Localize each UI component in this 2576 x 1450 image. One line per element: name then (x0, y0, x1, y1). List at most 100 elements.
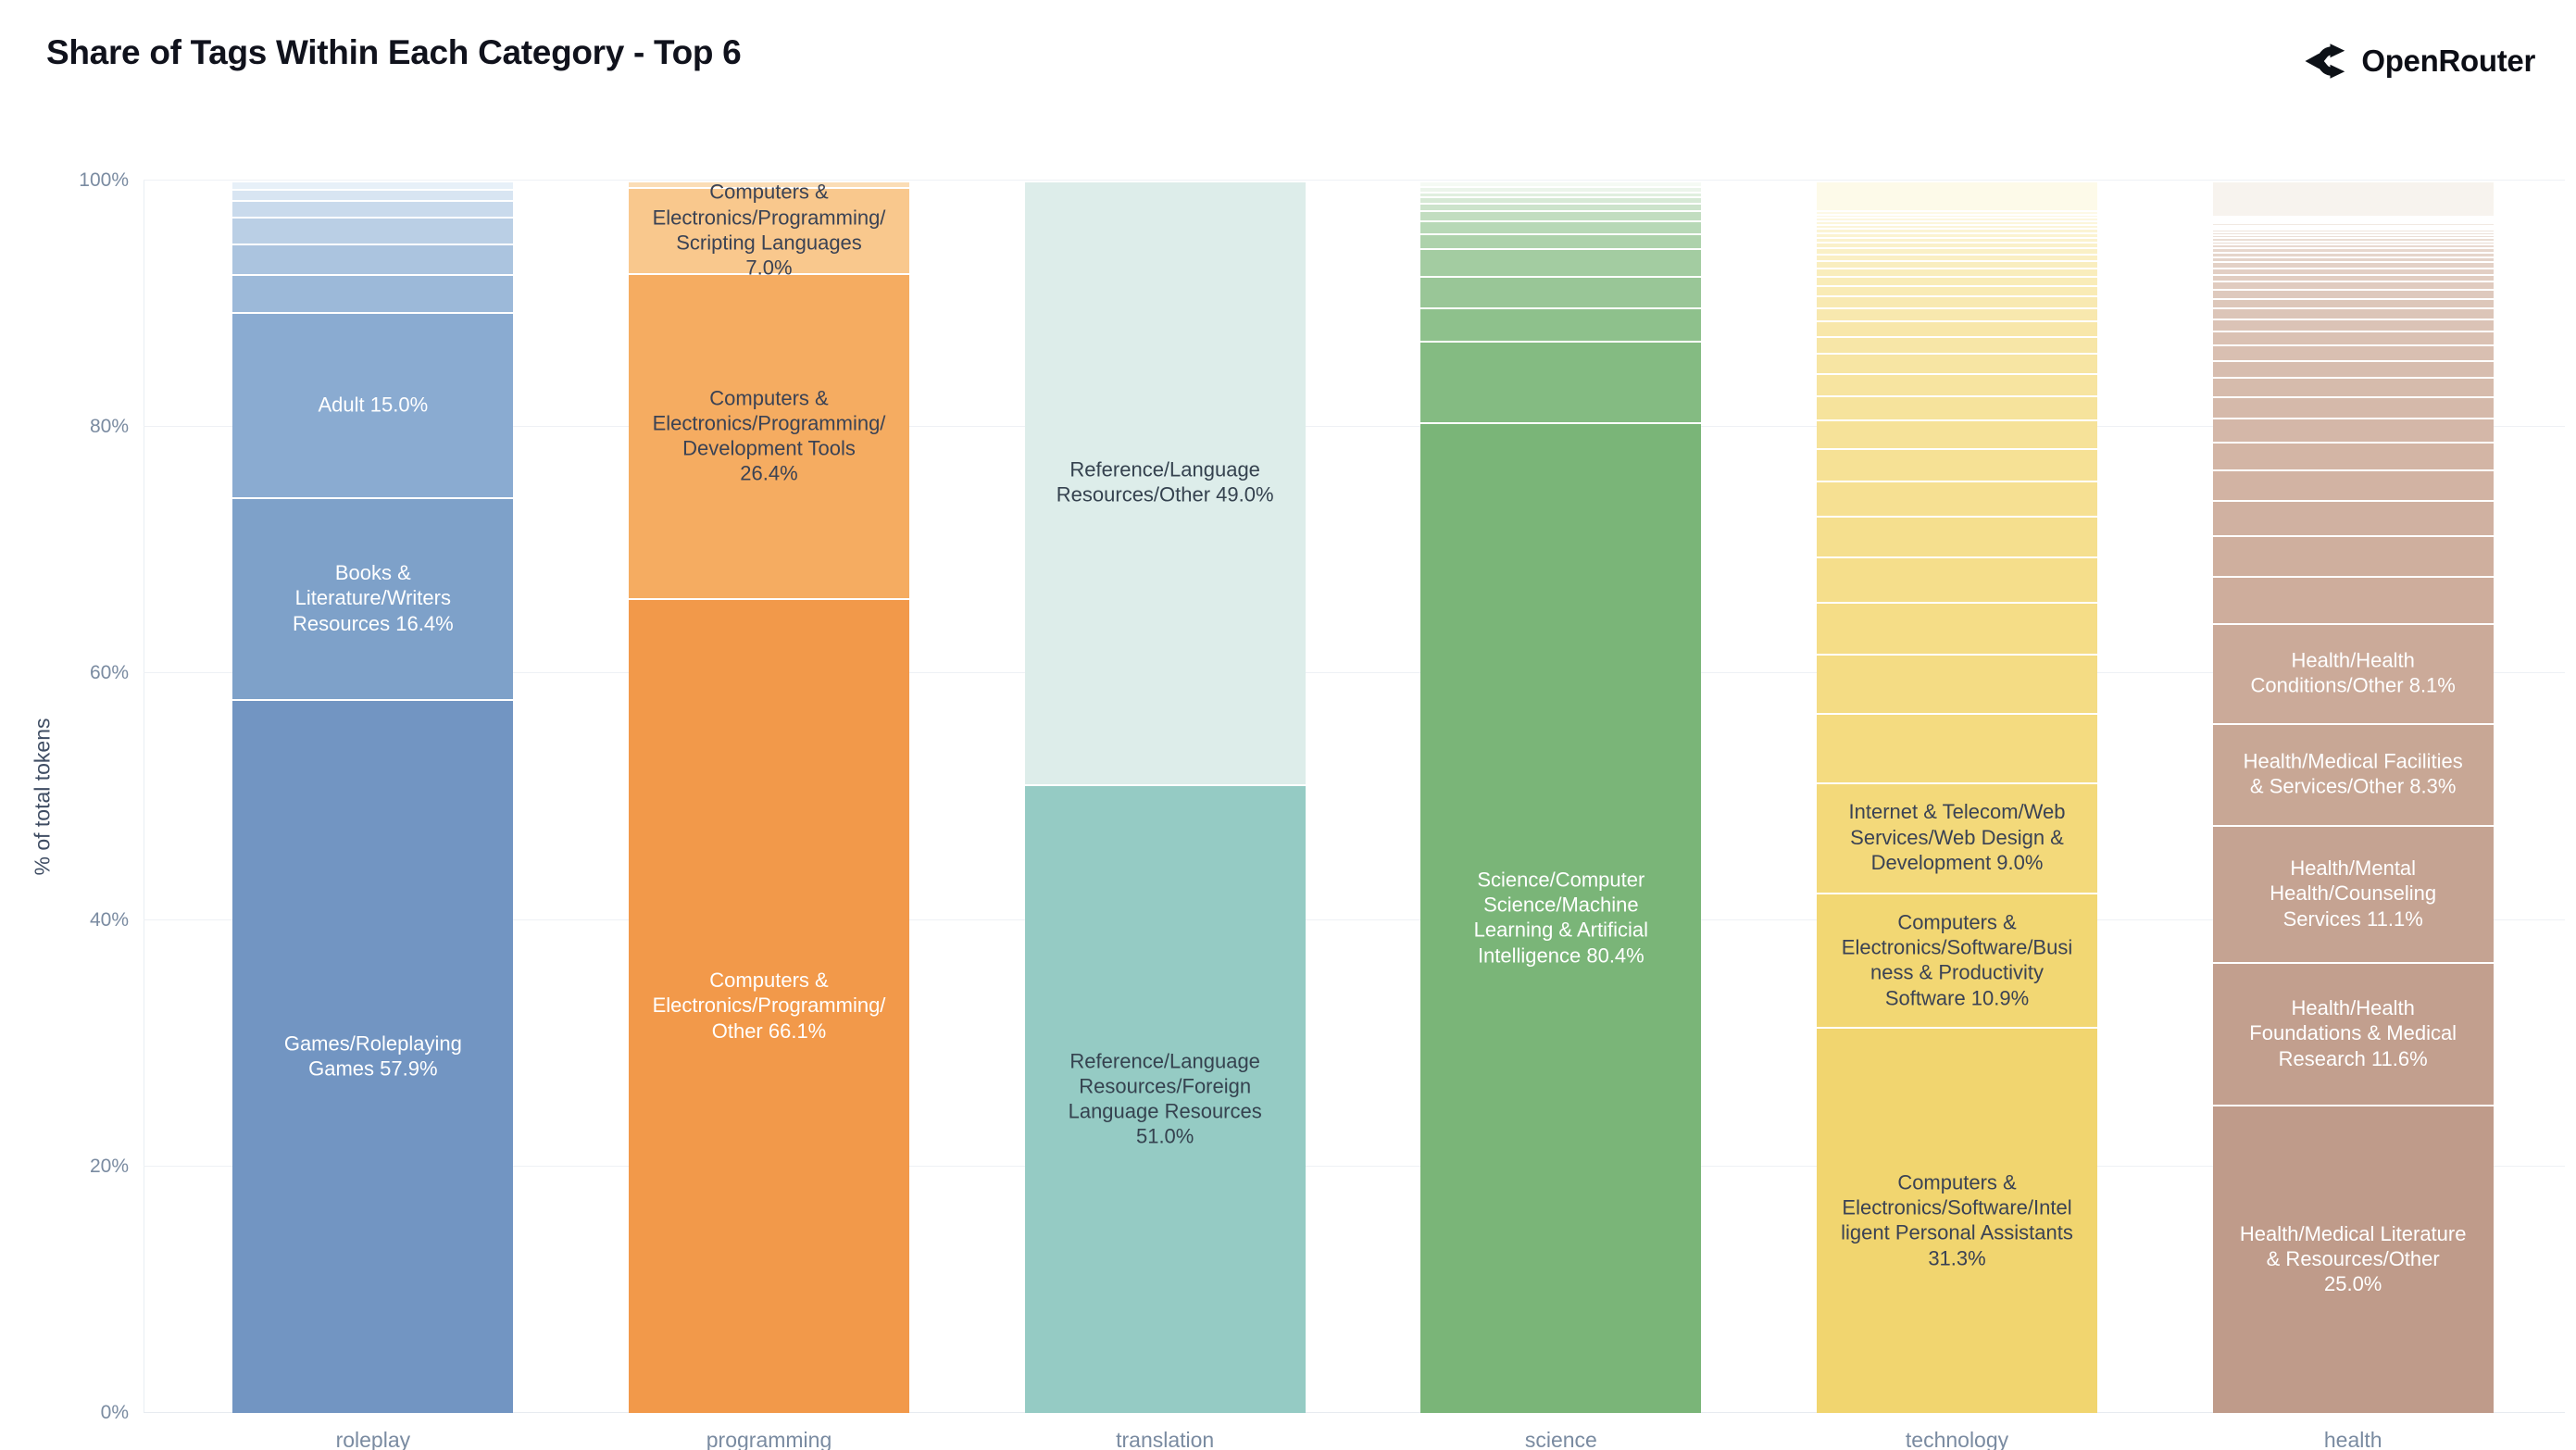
bar-segment-other[interactable] (2212, 219, 2494, 221)
bar-segment-other[interactable] (2212, 261, 2494, 268)
bar-segment-other[interactable] (1817, 654, 2098, 714)
bar-segment[interactable]: Health/Mental Health/Counseling Services… (2212, 825, 2494, 962)
openrouter-logo[interactable]: OpenRouter (2304, 39, 2535, 83)
bar-segment[interactable]: Health/Medical Literature & Resources/Ot… (2212, 1105, 2494, 1413)
bar-segment-other[interactable] (1817, 294, 2098, 307)
bar-segment-other[interactable] (2212, 297, 2494, 308)
bar-segment[interactable]: Books & Literature/Writers Resources 16.… (232, 497, 514, 700)
bar-segment-other[interactable] (2212, 418, 2494, 443)
bar-segment-other[interactable] (2212, 344, 2494, 360)
bar-segment-other[interactable] (2212, 231, 2494, 234)
bar-segment-other[interactable] (1817, 181, 2098, 211)
bar-segment-other[interactable] (1817, 217, 2098, 220)
bar-segment[interactable]: Computers & Electronics/Programming/Othe… (629, 598, 909, 1413)
bar-segment-other[interactable] (1420, 203, 1702, 210)
bar-segment-other[interactable] (1420, 192, 1702, 197)
bar-segment-other[interactable] (2212, 273, 2494, 281)
bar-segment-other[interactable] (1817, 223, 2098, 229)
bar-segment[interactable]: Adult 15.0% (232, 312, 514, 498)
bar-segment[interactable]: Computers & Electronics/Programming/Deve… (629, 272, 909, 599)
bar-segment[interactable]: Health/Medical Facilities & Services/Oth… (2212, 722, 2494, 826)
bar-segment-other[interactable] (2212, 222, 2494, 225)
bar-segment-other[interactable] (2212, 229, 2494, 232)
bar-segment-other[interactable] (1817, 713, 2098, 782)
bar-segment-other[interactable] (232, 243, 514, 275)
bar-segment-other[interactable] (2212, 240, 2494, 244)
bar-segment[interactable]: Reference/Language Resources/Other 49.0% (1024, 181, 1306, 785)
bar-segment-other[interactable] (1817, 231, 2098, 237)
bar-segment-other[interactable] (2212, 576, 2494, 623)
bar-segment-other[interactable] (2212, 469, 2494, 500)
bar-segment-other[interactable] (2212, 224, 2494, 227)
bar-segment-other[interactable] (1817, 253, 2098, 261)
bar-segment-other[interactable] (1817, 228, 2098, 232)
bar-segment-other[interactable] (2212, 256, 2494, 262)
bar-segment-other[interactable] (1817, 242, 2098, 248)
bar-segment-other[interactable] (1817, 480, 2098, 517)
bar-segment-other[interactable] (1817, 213, 2098, 218)
bar-segment-other[interactable] (232, 200, 514, 217)
bar-segment-other[interactable] (232, 189, 514, 201)
bar-segment-other[interactable] (1817, 268, 2098, 276)
bar-segment[interactable]: Computers & Electronics/Programming/Scri… (629, 181, 909, 280)
bar-segment[interactable]: Computers & Electronics/Software/Busines… (1817, 893, 2098, 1028)
bar-segment-other[interactable] (1817, 419, 2098, 448)
bar-segment-other[interactable] (2212, 377, 2494, 396)
bar-segment-other[interactable] (2212, 215, 2494, 218)
bar-segment-other[interactable] (2212, 220, 2494, 223)
bar-segment[interactable]: Computers & Electronics/Software/Intelli… (1817, 1027, 2098, 1413)
bar-segment-other[interactable] (2212, 359, 2494, 378)
bar-segment-other[interactable] (2212, 226, 2494, 230)
bar-segment-other[interactable] (1420, 233, 1702, 249)
bar-segment-other[interactable] (2212, 181, 2494, 216)
bar-segment-other[interactable] (232, 216, 514, 244)
bar-segment-other[interactable] (1817, 260, 2098, 268)
bar-segment-other[interactable] (1420, 219, 1702, 234)
bar-segment-other[interactable] (1817, 372, 2098, 395)
bar-segment-other[interactable] (2212, 247, 2494, 252)
bar-segment-other[interactable] (1817, 447, 2098, 481)
bar-segment-other[interactable] (2212, 307, 2494, 319)
bar-segment-other[interactable] (2212, 499, 2494, 536)
bar-segment-other[interactable] (2212, 281, 2494, 289)
bar-segment[interactable]: Health/Health Conditions/Other 8.1% (2212, 622, 2494, 723)
bar-segment-other[interactable] (1420, 307, 1702, 342)
bar-segment-other[interactable] (1817, 353, 2098, 373)
bar-segment-other[interactable] (232, 181, 514, 190)
bar-segment-other[interactable] (1420, 186, 1702, 193)
bar-segment[interactable]: Science/Computer Science/Machine Learnin… (1420, 421, 1702, 1413)
bar-segment-other[interactable] (2212, 331, 2494, 345)
bar-segment-other[interactable] (1817, 275, 2098, 285)
bar-segment-other[interactable] (1817, 320, 2098, 336)
bar-segment-other[interactable] (2212, 267, 2494, 274)
bar-segment-other[interactable] (232, 274, 514, 313)
bar-segment-other[interactable] (2212, 535, 2494, 577)
bar-segment-other[interactable] (2212, 251, 2494, 256)
bar-segment-other[interactable] (2212, 234, 2494, 238)
bar-segment-other[interactable] (2212, 244, 2494, 248)
bar-segment-other[interactable] (2212, 289, 2494, 298)
bar-segment-other[interactable] (629, 181, 909, 187)
bar-segment-other[interactable] (1817, 602, 2098, 655)
bar-segment-other[interactable] (1817, 556, 2098, 603)
bar-segment-other[interactable] (1817, 394, 2098, 420)
bar-segment-other[interactable] (1420, 181, 1702, 187)
bar-segment[interactable]: Reference/Language Resources/Foreign Lan… (1024, 784, 1306, 1413)
bar-segment[interactable]: Health/Health Foundations & Medical Rese… (2212, 961, 2494, 1106)
bar-segment-other[interactable] (1817, 236, 2098, 243)
bar-segment-other[interactable] (1420, 248, 1702, 276)
bar-segment[interactable]: Internet & Telecom/Web Services/Web Desi… (1817, 781, 2098, 894)
bar-segment-other[interactable] (1817, 335, 2098, 354)
bar-segment-other[interactable] (1817, 306, 2098, 321)
bar-segment-other[interactable] (2212, 319, 2494, 331)
bar-segment-other[interactable] (1817, 516, 2098, 557)
bar-segment-other[interactable] (1420, 275, 1702, 308)
bar-segment-other[interactable] (1420, 196, 1702, 204)
bar-segment-other[interactable] (1420, 341, 1702, 422)
bar-segment[interactable]: Games/Roleplaying Games 57.9% (232, 699, 514, 1413)
bar-segment-other[interactable] (2212, 396, 2494, 419)
bar-segment-other[interactable] (1420, 210, 1702, 220)
bar-segment-other[interactable] (1817, 284, 2098, 295)
bar-segment-other[interactable] (1817, 247, 2098, 254)
bar-segment-other[interactable] (2212, 442, 2494, 469)
